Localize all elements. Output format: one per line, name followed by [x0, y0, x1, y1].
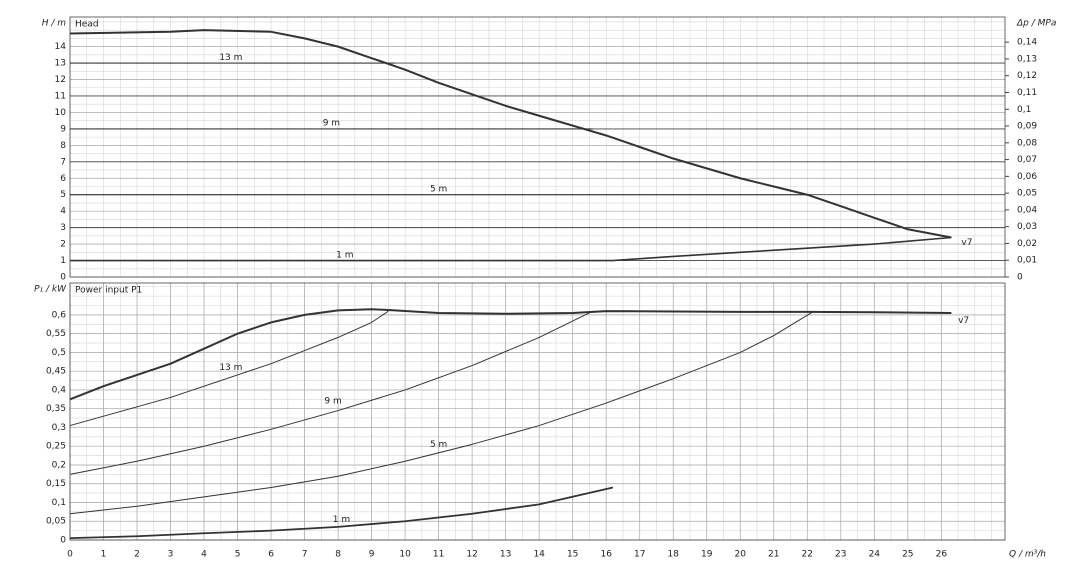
curve-label: 5 m	[430, 184, 447, 194]
curve-label: v7	[958, 316, 969, 326]
y-tick-label: 9	[60, 124, 66, 134]
x-tick-label: 12	[466, 550, 477, 560]
y2-axis-label: Δp / MPa	[1016, 19, 1056, 29]
y-tick-label: 0,35	[46, 404, 66, 414]
curve-label: 13 m	[219, 53, 242, 63]
curve	[69, 310, 594, 475]
curve-label: 1 m	[336, 250, 353, 260]
x-tick-label: 7	[302, 550, 308, 560]
y-tick-label: 0	[60, 273, 66, 283]
x-tick-label: 18	[667, 550, 679, 560]
y-tick-label: 0	[60, 536, 66, 546]
y2-tick-label: 0,04	[1017, 205, 1037, 215]
y2-tick-label: 0,07	[1017, 155, 1037, 165]
x-tick-label: 17	[634, 550, 645, 560]
curve	[69, 310, 815, 515]
y-tick-label: 0,25	[46, 442, 66, 452]
x-tick-label: 16	[600, 550, 612, 560]
plot-area	[70, 283, 1005, 540]
y2-tick-label: 0,11	[1017, 88, 1037, 98]
y2-tick-label: 0,02	[1017, 239, 1037, 249]
plot-area	[70, 17, 1005, 277]
curve	[69, 29, 952, 239]
x-tick-label: 21	[768, 550, 779, 560]
plot-frame	[69, 16, 1006, 278]
y2-tick-label: 0,1	[1017, 105, 1031, 115]
y-tick-label: 0,15	[46, 479, 66, 489]
y-tick-label: 10	[55, 108, 67, 118]
y-tick-label: 0,05	[46, 517, 66, 527]
y-tick-label: 7	[60, 157, 66, 167]
x-tick-label: 0	[67, 550, 73, 560]
y-tick-label: 0,55	[46, 329, 66, 339]
x-tick-label: 25	[902, 550, 913, 560]
y2-tick-label: 0,14	[1017, 38, 1037, 48]
y-tick-label: 14	[55, 42, 67, 52]
y-tick-label: 0,3	[52, 423, 66, 433]
x-tick-label: 22	[802, 550, 813, 560]
y-axis-label: P₁ / kW	[34, 285, 67, 295]
x-tick-label: 6	[268, 550, 274, 560]
y-tick-label: 13	[55, 59, 66, 69]
y-tick-label: 8	[60, 141, 66, 151]
y-tick-label: 5	[60, 190, 66, 200]
y-tick-label: 6	[60, 174, 66, 184]
y2-tick-label: 0,12	[1017, 71, 1037, 81]
y-tick-label: 0,45	[46, 367, 66, 377]
y-tick-label: 3	[60, 223, 66, 233]
curve	[70, 236, 952, 262]
x-tick-label: 15	[567, 550, 578, 560]
y2-tick-label: 0,06	[1017, 172, 1037, 182]
x-tick-label: 3	[168, 550, 174, 560]
curve-label: v7	[961, 238, 972, 248]
y-tick-label: 11	[55, 91, 66, 101]
x-tick-label: 24	[869, 550, 881, 560]
y-axis-label: H / m	[42, 19, 67, 29]
x-tick-label: 23	[835, 550, 846, 560]
panel-title: Power input P1	[75, 286, 142, 296]
y-tick-label: 0,4	[52, 385, 67, 395]
y-tick-label: 2	[60, 240, 66, 250]
curve	[69, 308, 952, 401]
curve-label: 1 m	[333, 515, 350, 525]
curve	[69, 310, 389, 427]
y2-tick-label: 0,01	[1017, 256, 1037, 266]
y2-tick-label: 0,09	[1017, 122, 1037, 132]
x-tick-label: 1	[101, 550, 107, 560]
y2-tick-label: 0,13	[1017, 54, 1037, 64]
x-tick-label: 4	[201, 550, 207, 560]
y-tick-label: 0,5	[52, 348, 66, 358]
x-tick-label: 2	[134, 550, 140, 560]
x-tick-label: 9	[369, 550, 375, 560]
y2-tick-label: 0,05	[1017, 189, 1037, 199]
curve	[69, 486, 614, 540]
x-tick-label: 10	[399, 550, 411, 560]
y-tick-label: 4	[60, 207, 66, 217]
y-tick-label: 1	[60, 256, 66, 266]
x-tick-label: 19	[701, 550, 713, 560]
x-tick-label: 20	[735, 550, 747, 560]
curve-label: 9 m	[323, 119, 340, 129]
curve-label: 9 m	[324, 397, 341, 407]
plot-frame	[69, 282, 1006, 541]
x-tick-label: 26	[936, 550, 948, 560]
panel-title: Head	[75, 20, 99, 30]
y-tick-label: 12	[55, 75, 66, 85]
curve-label: 5 m	[430, 440, 447, 450]
y2-tick-label: 0	[1017, 273, 1023, 283]
x-tick-label: 14	[533, 550, 545, 560]
x-tick-label: 11	[433, 550, 444, 560]
x-tick-label: 5	[235, 550, 241, 560]
x-tick-label: 13	[500, 550, 511, 560]
x-tick-label: 8	[335, 550, 341, 560]
y-tick-label: 0,1	[52, 498, 66, 508]
y-tick-label: 0,2	[52, 460, 66, 470]
y-tick-label: 0,6	[52, 310, 67, 320]
x-axis-label: Q / m³/h	[1009, 550, 1046, 560]
y2-tick-label: 0,08	[1017, 138, 1037, 148]
curve-label: 13 m	[219, 363, 242, 373]
y2-tick-label: 0,03	[1017, 222, 1037, 232]
